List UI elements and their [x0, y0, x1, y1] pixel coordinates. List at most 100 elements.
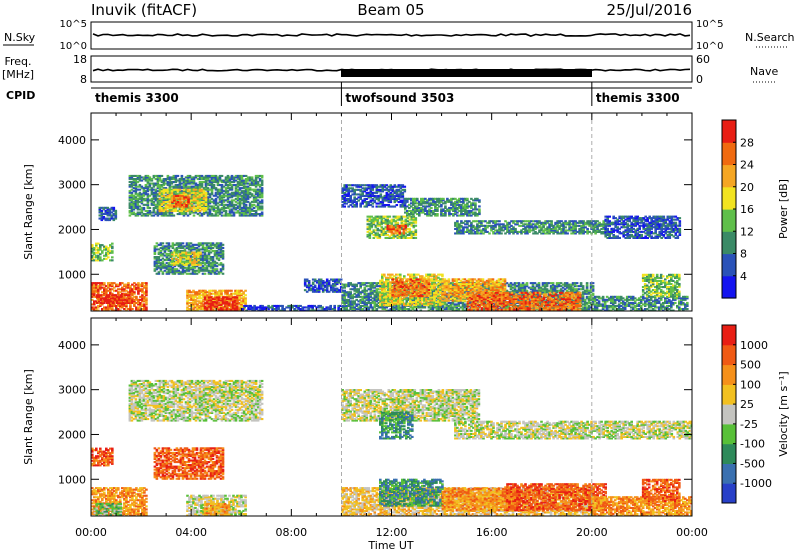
power-cell [175, 252, 178, 254]
power-cell [177, 175, 180, 177]
power-cell [389, 216, 392, 218]
power-cell [236, 301, 239, 303]
power-cell [488, 232, 491, 234]
date-title: 25/Jul/2016 [607, 1, 692, 19]
power-cell [436, 213, 439, 215]
power-cell [168, 242, 171, 244]
cpid-segment-label: themis 3300 [95, 91, 179, 105]
nsearch-label: N.Search [745, 31, 795, 44]
power-cell [222, 244, 225, 246]
power-cell [380, 193, 383, 195]
power-cell [221, 175, 224, 177]
power-cell [261, 199, 264, 201]
power-cell [197, 259, 200, 261]
power-cell [393, 226, 396, 228]
power-cell [409, 228, 412, 230]
power-cell [261, 175, 264, 177]
power-cell [261, 187, 264, 189]
power-cell [182, 242, 185, 244]
power-cell [205, 192, 208, 194]
power-cell [128, 294, 131, 296]
power-cell [415, 217, 418, 219]
power-cell [244, 297, 247, 299]
power-cell [478, 208, 481, 210]
power-cell [131, 308, 134, 310]
power-cell [236, 296, 239, 298]
power-cell [456, 220, 459, 222]
power-cell [181, 175, 184, 177]
power-cell [149, 207, 152, 209]
power-cell [127, 282, 130, 284]
power-cell [245, 204, 248, 206]
power-cell [349, 291, 352, 293]
power-cell [396, 204, 399, 206]
power-cell [111, 250, 114, 252]
power-cell [244, 294, 247, 296]
power-cell [115, 210, 118, 212]
power-cell [216, 268, 219, 270]
power-cell [404, 186, 407, 188]
power-cell [415, 225, 418, 227]
power-cell [111, 256, 114, 258]
freq-tick-high: 18 [73, 53, 87, 66]
power-cell [372, 206, 375, 208]
power-cell [261, 212, 264, 214]
power-cell [199, 262, 202, 264]
power-cell [145, 297, 148, 299]
power-cell [145, 282, 148, 284]
nsky-right-tick-low: 10^0 [696, 41, 723, 52]
power-cell [478, 205, 481, 207]
power-cell [586, 228, 589, 230]
power-cell [430, 207, 433, 209]
nave-tick-high: 60 [696, 53, 710, 66]
power-cell [111, 243, 114, 245]
power-cell [340, 279, 343, 281]
power-cell [162, 242, 165, 244]
power-cell [308, 280, 311, 282]
power-cell [261, 180, 264, 182]
power-cell [135, 296, 138, 298]
power-cell [397, 222, 400, 224]
station-title: Inuvik (fitACF) [91, 1, 197, 19]
power-cell [111, 246, 114, 248]
power-cell [416, 198, 419, 200]
nsky-left-tick-high: 10^5 [60, 19, 87, 30]
power-cell [236, 306, 239, 308]
power-cell [175, 209, 178, 211]
power-cell [120, 294, 123, 296]
power-cell [199, 256, 202, 258]
nave-tick-low: 0 [696, 73, 703, 86]
power-cell [179, 189, 182, 191]
nave-label: Nave [750, 65, 778, 78]
power-cell [405, 225, 408, 227]
power-cell [404, 189, 407, 191]
power-cell [173, 215, 176, 217]
power-cell [474, 202, 477, 204]
power-cell [478, 199, 481, 201]
power-cell [514, 228, 517, 230]
power-cell [244, 290, 247, 292]
nsky-left-tick-low: 10^0 [60, 41, 87, 52]
power-cell [143, 207, 146, 209]
power-cell [225, 210, 228, 212]
cpid-label: CPID [6, 89, 35, 102]
power-cell [314, 285, 317, 287]
power-cell [205, 207, 208, 209]
power-cell [222, 250, 225, 252]
nsky-right-tick-high: 10^5 [696, 19, 723, 30]
power-cell [199, 252, 202, 254]
power-cell [442, 198, 445, 200]
nave-band [341, 69, 592, 77]
beam-title: Beam 05 [357, 1, 424, 19]
power-cell [204, 296, 207, 298]
power-cell [161, 175, 164, 177]
power-cell [212, 309, 215, 311]
power-cell [444, 205, 447, 207]
power-cell [111, 259, 114, 261]
power-cell [333, 305, 336, 307]
power-cell [230, 290, 233, 292]
freq-tick-low: 8 [80, 73, 87, 86]
nsky-label: N.Sky [4, 31, 36, 44]
